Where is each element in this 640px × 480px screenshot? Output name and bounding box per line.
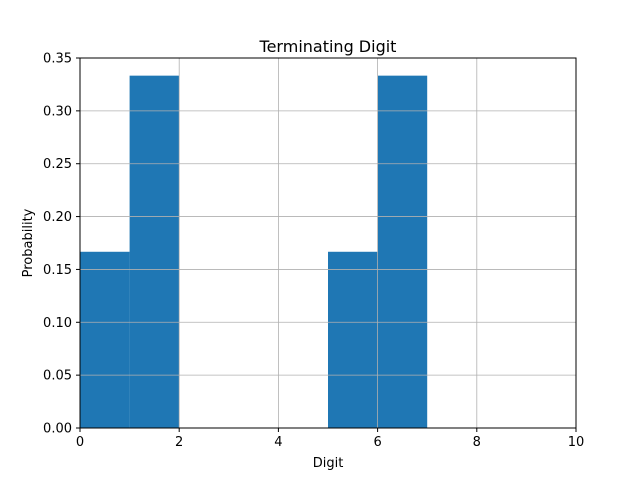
axis-ticks: 0 2 4 6 8 10 0.00 0.05 0.10 0.15 0.20 0.25 0.30 0.35 <box>43 52 584 451</box>
x-tick-label: 8 <box>473 435 481 450</box>
y-tick-label: 0.15 <box>43 263 72 278</box>
x-tick-label: 10 <box>568 435 585 450</box>
x-tick-label: 4 <box>274 435 282 450</box>
x-tick-label: 0 <box>76 435 84 450</box>
y-tick-label: 0.00 <box>43 422 72 437</box>
x-tick-label: 6 <box>373 435 381 450</box>
y-tick-label: 0.25 <box>43 157 72 172</box>
histogram-bar <box>377 75 428 428</box>
bars <box>80 75 428 428</box>
chart-title: Terminating Digit <box>259 37 397 56</box>
histogram-bar <box>129 75 180 428</box>
y-axis-label: Probability <box>21 208 36 277</box>
plot-frame <box>79 57 577 429</box>
x-axis-label: Digit <box>313 456 344 471</box>
y-tick-label: 0.30 <box>43 104 72 119</box>
x-tick-label: 2 <box>175 435 183 450</box>
y-tick-label: 0.35 <box>43 52 72 67</box>
histogram-bar <box>328 251 378 428</box>
y-tick-label: 0.05 <box>43 369 72 384</box>
y-tick-label: 0.10 <box>43 316 72 331</box>
y-tick-label: 0.20 <box>43 210 72 225</box>
histogram-bar <box>80 251 130 428</box>
